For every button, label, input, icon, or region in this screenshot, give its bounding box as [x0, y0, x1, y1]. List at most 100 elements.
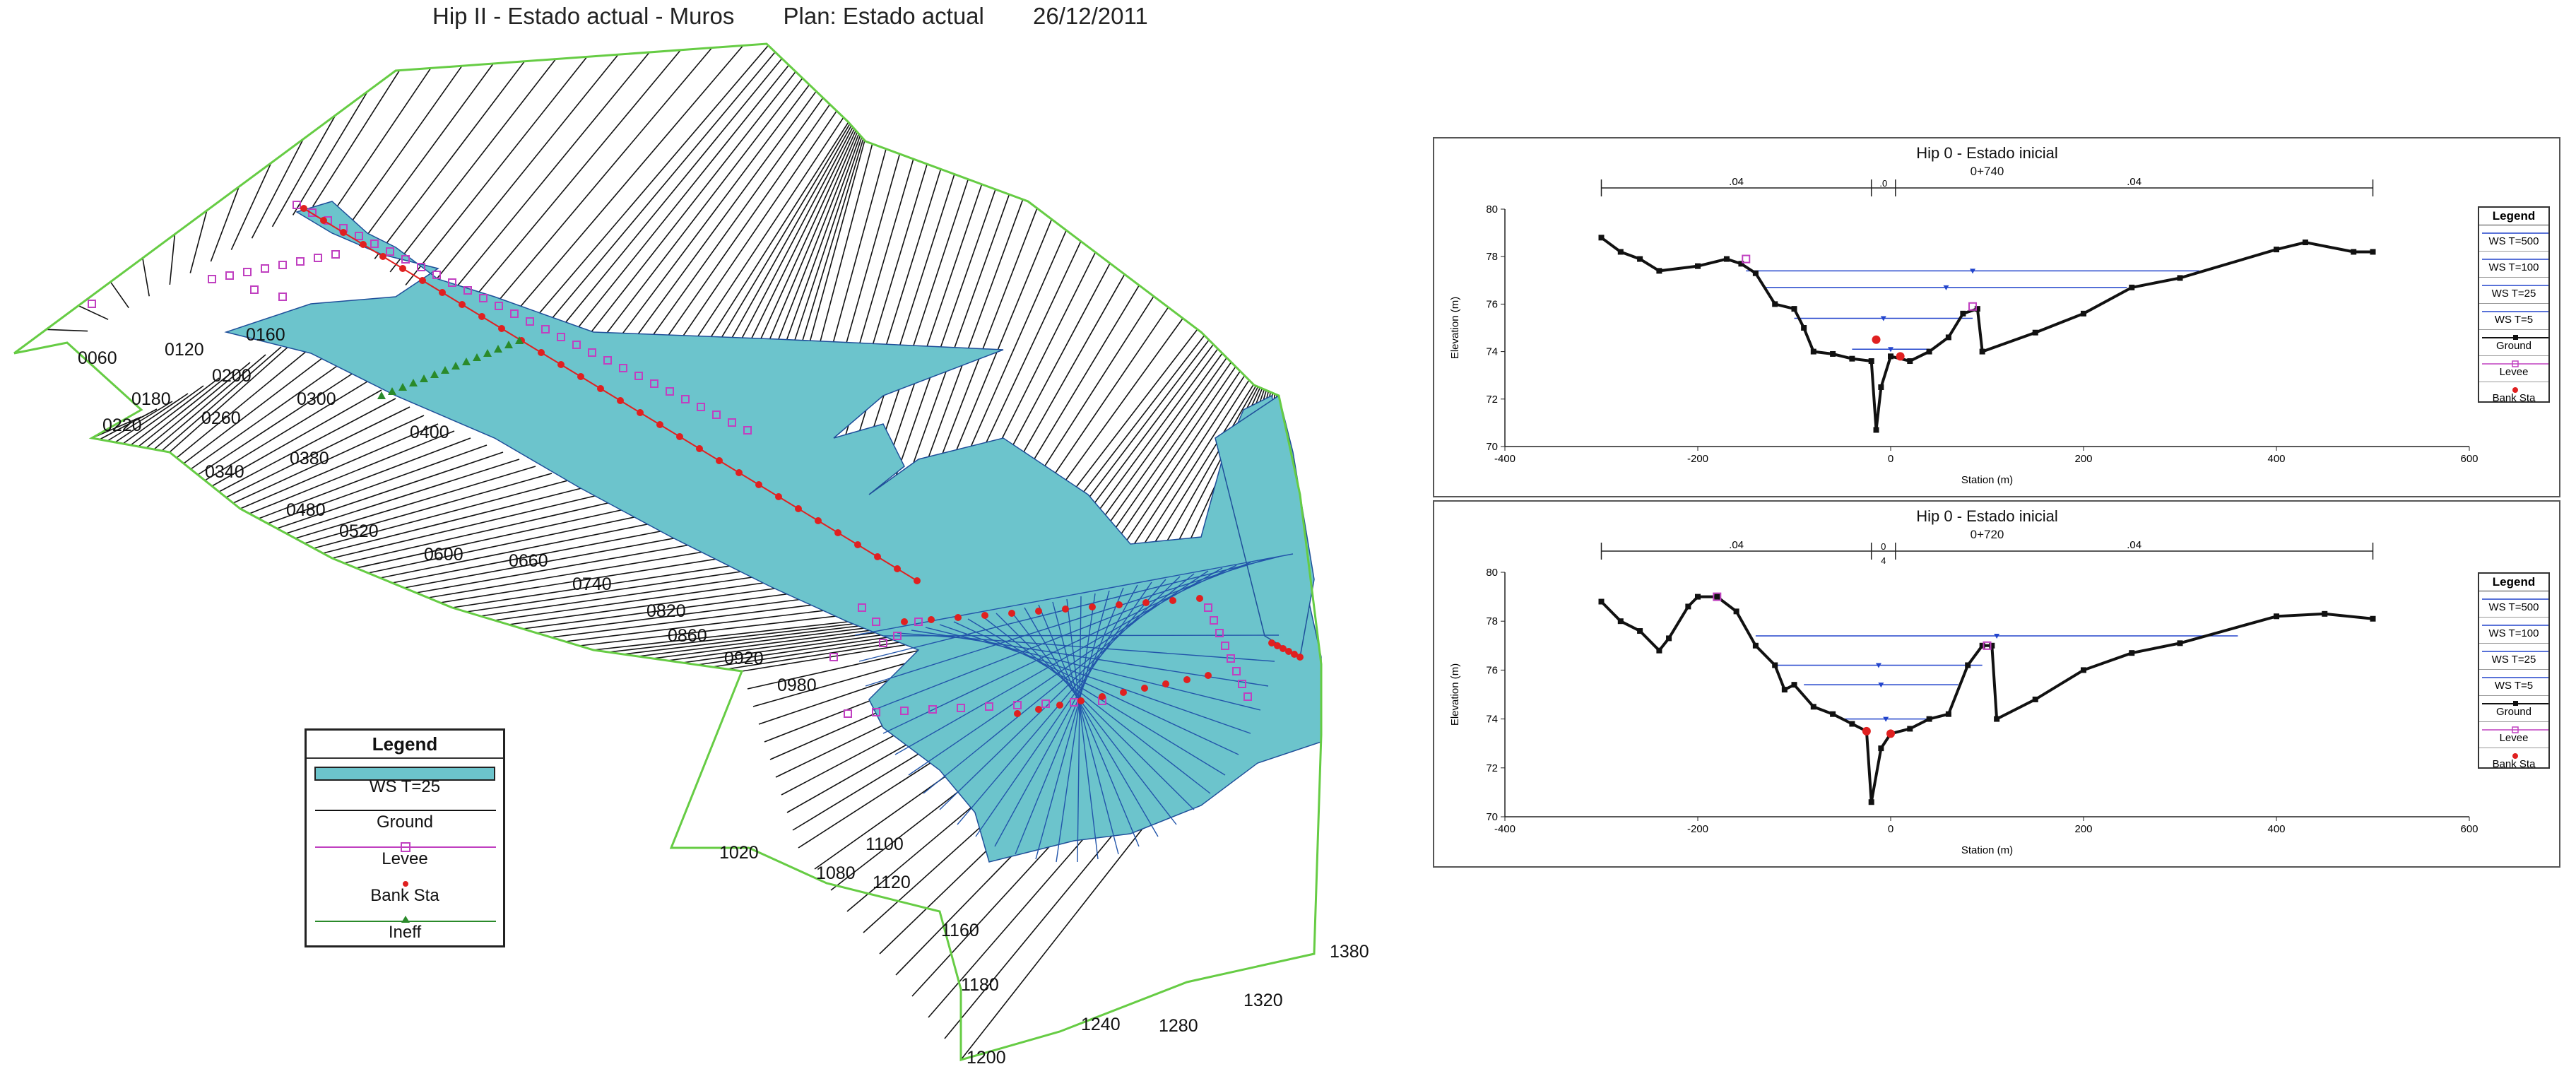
legend-item-ws: WS T=25	[307, 759, 503, 796]
x-tick-label: 0	[1888, 823, 1893, 835]
plot-title: Hip II - Estado actual - Muros Plan: Est…	[432, 3, 1190, 30]
ground-point	[2177, 640, 2183, 646]
station-label: 1120	[873, 873, 911, 892]
bank-station-marker	[1120, 689, 1127, 696]
ground-section-line	[189, 210, 208, 273]
station-label: 0160	[246, 325, 285, 345]
bank-station-marker	[1099, 693, 1106, 700]
x-tick-label: -400	[1494, 453, 1516, 465]
bank-point-icon	[403, 881, 408, 887]
levee-marker	[463, 286, 472, 295]
ground-point	[1791, 306, 1797, 312]
levee-marker	[872, 708, 880, 716]
bank-station-marker	[1274, 642, 1281, 649]
levee-marker	[243, 268, 252, 276]
y-axis-label: Elevation (m)	[1449, 663, 1461, 726]
water-section-line	[1035, 590, 1110, 860]
bank-station-markers	[300, 205, 1304, 717]
station-label: 1200	[967, 1048, 1006, 1068]
ground-section-line	[420, 54, 619, 299]
ground-point	[1733, 608, 1739, 615]
levee-marker	[370, 240, 379, 248]
ground-section-line	[271, 114, 336, 228]
ground-point	[1598, 598, 1605, 605]
water-section-line	[865, 559, 1265, 687]
ground-section-line	[482, 45, 744, 351]
legend-title: Legend	[307, 731, 503, 759]
ground-section-line	[304, 473, 553, 544]
levee-marker	[261, 264, 269, 273]
ground-section-line	[46, 329, 88, 332]
ground-section-line	[374, 61, 526, 259]
x-tick-label: 400	[2267, 823, 2285, 835]
levee-marker	[985, 702, 993, 711]
x-tick-label: 600	[2460, 823, 2478, 835]
levee-markers	[88, 201, 1252, 718]
ground-section-line	[467, 47, 713, 338]
ground-section-line	[146, 362, 251, 449]
levee-marker	[1221, 642, 1229, 650]
ground-section-line	[211, 389, 382, 487]
bank-station-marker	[1268, 639, 1275, 646]
ineff-marker	[409, 379, 418, 386]
ground-section-line	[436, 52, 650, 312]
perspective-plot[interactable]: 0060 0120 0160 0180 0200 0220 0260 0300 0340 0380…	[0, 0, 1385, 1069]
ground-section-line	[389, 59, 557, 273]
levee-marker	[417, 263, 425, 271]
x-axis-label: Station (m)	[1961, 474, 2013, 486]
station-label: 1020	[719, 843, 759, 863]
ground-section-line	[232, 415, 425, 504]
bank-station-marker	[1089, 603, 1096, 610]
ground-point	[2032, 696, 2038, 702]
station-label: 0860	[668, 626, 707, 646]
x-tick-label: 200	[2074, 823, 2092, 835]
y-tick-label: 74	[1486, 346, 1498, 358]
ground-section-line	[249, 430, 455, 514]
ineff-marker	[441, 366, 449, 374]
ground-section-line	[295, 466, 536, 539]
bank-station-marker	[1014, 710, 1021, 717]
levee-marker	[603, 356, 612, 365]
cross-section-plot-1[interactable]: Hip 0 - Estado inicial 0+740 .04 .04 .0 70 72 7…	[1433, 137, 2560, 497]
ground-section-line	[204, 381, 368, 481]
water-section-line	[995, 613, 1195, 810]
ground-point	[1723, 256, 1730, 262]
levee-marker	[448, 278, 456, 287]
ground-section-line	[367, 515, 642, 574]
cross-section-chart-2: Hip 0 - Estado inicial 0+720 .04 .04 0 4 70 72 7…	[1449, 507, 2478, 856]
levee-marker	[296, 257, 305, 266]
plot-title-date: 26/12/2011	[1033, 3, 1148, 29]
ground-section-line	[343, 65, 463, 233]
ineff-marker	[504, 341, 513, 348]
levee-marker	[879, 639, 887, 647]
ground-point	[1965, 662, 1971, 668]
n-value-label: .04	[1729, 176, 1744, 188]
n-value-label: .04	[1729, 539, 1744, 551]
station-label: 0920	[724, 649, 764, 668]
ground-section-line	[536, 598, 803, 634]
ground-line	[1600, 595, 2373, 803]
bank-station-marker	[1285, 648, 1292, 655]
levee-point	[1968, 302, 1978, 311]
cross-section-plot-2[interactable]: Hip 0 - Estado inicial 0+720 .04 .04 0 4 70 72 7…	[1433, 500, 2560, 868]
levee-marker	[829, 653, 838, 661]
levee-marker	[510, 309, 519, 318]
bank-station-marker	[1008, 610, 1015, 617]
bank-line	[303, 208, 918, 581]
ground-point	[2274, 613, 2279, 620]
water-section-line	[925, 627, 1261, 711]
levee-marker	[844, 709, 852, 718]
bank-station-marker	[901, 618, 908, 625]
ground-point	[2177, 275, 2183, 281]
ground-point	[2370, 249, 2376, 255]
cross-section-lines-water	[854, 553, 1294, 863]
x-tick-label: 0	[1888, 453, 1893, 465]
levee-marker	[928, 705, 937, 714]
ground-section-line	[593, 621, 849, 651]
station-label: 1160	[941, 921, 979, 940]
water-section-line	[939, 624, 1251, 734]
ground-section-line	[608, 622, 860, 653]
levee-marker	[743, 426, 752, 435]
bank-station-marker	[1291, 651, 1298, 658]
ground-section-line	[509, 52, 776, 370]
